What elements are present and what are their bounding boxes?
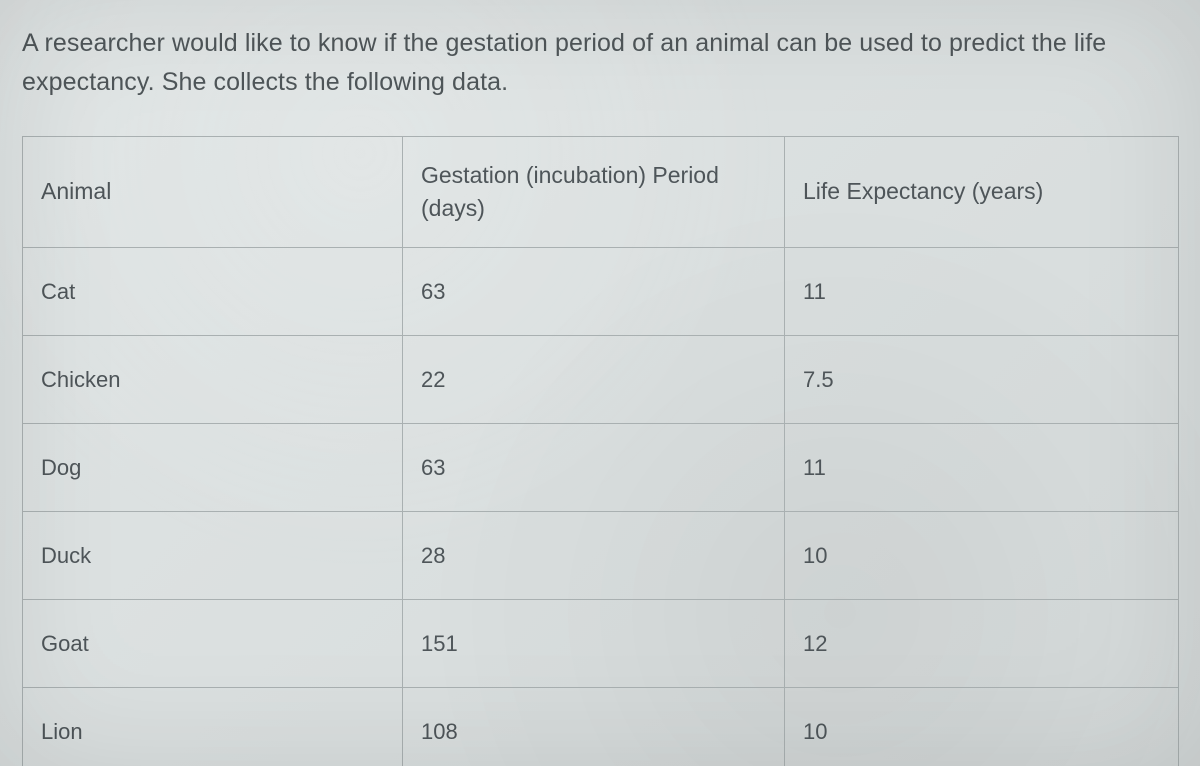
col-header-life: Life Expectancy (years)	[785, 136, 1179, 248]
cell-animal: Goat	[23, 600, 403, 688]
cell-gestation: 63	[403, 248, 785, 336]
table-row: Cat 63 11	[23, 248, 1179, 336]
table-row: Duck 28 10	[23, 512, 1179, 600]
cell-life: 12	[785, 600, 1179, 688]
table-header-row: Animal Gestation (incubation) Period (da…	[23, 136, 1179, 248]
cell-gestation: 151	[403, 600, 785, 688]
cell-life: 7.5	[785, 336, 1179, 424]
col-header-gestation-line1: Gestation (incubation) Period	[421, 162, 719, 188]
cell-animal: Duck	[23, 512, 403, 600]
question-prompt: A researcher would like to know if the g…	[22, 24, 1178, 102]
cell-animal: Lion	[23, 688, 403, 766]
cell-gestation: 28	[403, 512, 785, 600]
cell-gestation: 108	[403, 688, 785, 766]
cell-life: 10	[785, 688, 1179, 766]
cell-gestation: 63	[403, 424, 785, 512]
cell-animal: Chicken	[23, 336, 403, 424]
col-header-gestation: Gestation (incubation) Period (days)	[403, 136, 785, 248]
cell-gestation: 22	[403, 336, 785, 424]
col-header-animal: Animal	[23, 136, 403, 248]
table-row: Dog 63 11	[23, 424, 1179, 512]
table-row: Goat 151 12	[23, 600, 1179, 688]
cell-life: 10	[785, 512, 1179, 600]
cell-life: 11	[785, 424, 1179, 512]
col-header-gestation-line2: (days)	[421, 195, 485, 221]
cell-animal: Dog	[23, 424, 403, 512]
table-row: Lion 108 10	[23, 688, 1179, 766]
gestation-life-table: Animal Gestation (incubation) Period (da…	[22, 136, 1179, 766]
cell-animal: Cat	[23, 248, 403, 336]
table-row: Chicken 22 7.5	[23, 336, 1179, 424]
cell-life: 11	[785, 248, 1179, 336]
